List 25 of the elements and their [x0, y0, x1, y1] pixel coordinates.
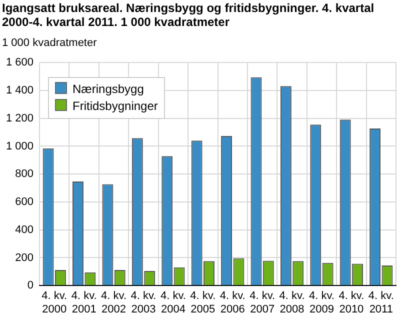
x-tick-label: 4. kv. 2006	[220, 290, 246, 316]
x-tick-label: 4. kv. 2007	[250, 290, 276, 316]
y-tick-label: 400	[15, 224, 34, 236]
y-tick-label: 200	[15, 252, 34, 264]
y-tick-label: 600	[15, 196, 34, 208]
y-tick-label: 1 400	[6, 84, 34, 97]
legend-label: Næringsbygg	[72, 80, 145, 98]
x-tick-label: 4. kv. 2004	[160, 290, 186, 316]
y-tick-label: 1 200	[6, 112, 34, 124]
x-tick-label: 4. kv. 2011	[368, 290, 394, 316]
y-axis-title: 1 000 kvadratmeter	[2, 37, 97, 49]
x-tick-label: 4. kv. 2001	[71, 290, 97, 316]
x-tick-label: 4. kv. 2003	[130, 290, 156, 316]
x-tick-label: 4. kv. 2005	[190, 290, 216, 316]
x-tick-label: 4. kv. 2008	[279, 290, 305, 316]
y-tick-label: 800	[15, 168, 34, 180]
y-tick-label: 1 600	[6, 56, 34, 69]
x-tick-label: 4. kv. 2002	[101, 290, 127, 316]
x-tick-label: 4. kv. 2009	[308, 290, 334, 316]
y-tick-label: 1 000	[6, 140, 34, 152]
x-tick-label: 4. kv. 2000	[42, 290, 68, 316]
y-tick-label: 0	[27, 280, 34, 292]
legend-label: Fritidsbygninger	[72, 98, 158, 115]
chart-title: Igangsatt bruksareal. Næringsbygg og fritidsbygninger. 4. kvartal 2000-4. kvartal 2011. 1 000 kvadratmeter	[2, 1, 376, 29]
x-tick-label: 4. kv. 2010	[338, 290, 364, 316]
